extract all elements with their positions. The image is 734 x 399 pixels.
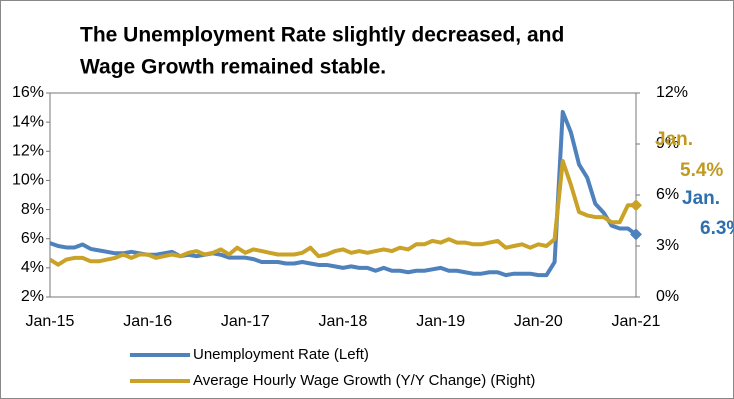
y-tick-label: 16%: [12, 84, 44, 101]
y2-tick-label: 9%: [656, 135, 679, 152]
y2-tick-label: 3%: [656, 237, 679, 254]
y-tick-label: 8%: [21, 201, 44, 218]
legend-label: Average Hourly Wage Growth (Y/Y Change) …: [193, 372, 535, 389]
y-tick-label: 6%: [21, 230, 44, 247]
x-tick-label: Jan-15: [26, 313, 75, 330]
annotation: 5.4%: [680, 160, 723, 181]
x-tick-label: Jan-20: [514, 313, 563, 330]
annotation: Jan.: [655, 129, 693, 150]
x-tick-label: Jan-21: [612, 313, 661, 330]
annotation: 6.3%: [700, 218, 734, 239]
x-tick-label: Jan-19: [416, 313, 465, 330]
end-marker: [630, 199, 642, 212]
y-tick-label: 10%: [12, 172, 44, 189]
series-line: [48, 159, 636, 267]
legend-label: Unemployment Rate (Left): [193, 346, 369, 363]
y-tick-label: 14%: [12, 113, 44, 130]
y2-tick-label: 0%: [656, 288, 679, 305]
annotation: Jan.: [682, 188, 720, 209]
y-tick-label: 12%: [12, 143, 44, 160]
y2-tick-label: 6%: [656, 186, 679, 203]
y-tick-label: 2%: [21, 288, 44, 305]
y-tick-label: 4%: [21, 259, 44, 276]
x-tick-label: Jan-17: [221, 313, 270, 330]
chart-title: Wage Growth remained stable.: [80, 56, 386, 79]
y2-tick-label: 12%: [656, 84, 688, 101]
x-tick-label: Jan-16: [123, 313, 172, 330]
chart-title: The Unemployment Rate slightly decreased…: [80, 24, 564, 47]
x-tick-label: Jan-18: [319, 313, 368, 330]
end-marker: [630, 228, 642, 241]
